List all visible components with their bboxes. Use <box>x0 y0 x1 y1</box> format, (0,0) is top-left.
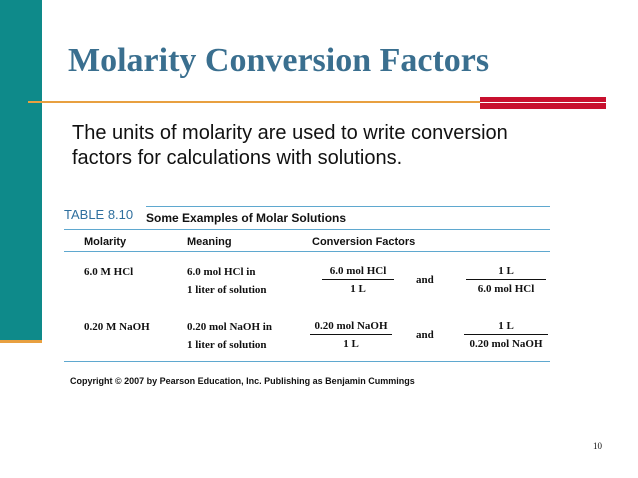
row1-factor2-denominator: 6.0 mol HCl <box>477 283 535 295</box>
row2-factor1-denominator: 1 L <box>343 338 359 350</box>
row1-factor1-numerator: 6.0 mol HCl <box>322 265 394 280</box>
title-rule-red <box>480 97 606 109</box>
slide-title: Molarity Conversion Factors <box>68 42 490 79</box>
table-rule-bottom <box>64 361 550 362</box>
row2-meaning-line2: 1 liter of solution <box>187 339 267 351</box>
page-number: 10 <box>593 441 602 451</box>
row1-factor1: 6.0 mol HCl 1 L <box>322 265 394 295</box>
row1-factor2-numerator: 1 L <box>466 265 546 280</box>
copyright-notice: Copyright © 2007 by Pearson Education, I… <box>70 376 415 386</box>
row2-factor2-denominator: 0.20 mol NaOH <box>469 338 543 350</box>
left-accent-bar-underline <box>0 340 42 343</box>
table-rule-under-header <box>64 251 550 252</box>
row1-and: and <box>416 274 434 286</box>
row1-meaning-line2: 1 liter of solution <box>187 284 267 296</box>
left-accent-bar <box>0 0 42 340</box>
row2-factor1: 0.20 mol NaOH 1 L <box>310 320 392 350</box>
row2-molarity: 0.20 M NaOH <box>84 321 150 333</box>
row1-factor2: 1 L 6.0 mol HCl <box>466 265 546 295</box>
header-molarity: Molarity <box>84 236 127 248</box>
title-rule-orange <box>28 101 480 103</box>
row1-meaning-line1: 6.0 mol HCl in <box>187 266 256 278</box>
table-title: Some Examples of Molar Solutions <box>146 211 347 225</box>
row1-molarity: 6.0 M HCl <box>84 266 134 278</box>
row1-factor1-denominator: 1 L <box>350 283 366 295</box>
header-conversion-factors: Conversion Factors <box>312 236 416 248</box>
table-rule-top <box>146 206 550 207</box>
row2-and: and <box>416 329 434 341</box>
table-rule-under-title <box>64 229 550 230</box>
intro-text: The units of molarity are used to write … <box>72 122 508 169</box>
row2-factor2-numerator: 1 L <box>464 320 548 335</box>
row2-factor2: 1 L 0.20 mol NaOH <box>464 320 548 350</box>
row2-factor1-numerator: 0.20 mol NaOH <box>310 320 392 335</box>
row2-meaning-line1: 0.20 mol NaOH in <box>187 321 272 333</box>
table-label: TABLE 8.10 <box>64 207 134 222</box>
header-meaning: Meaning <box>187 236 232 248</box>
